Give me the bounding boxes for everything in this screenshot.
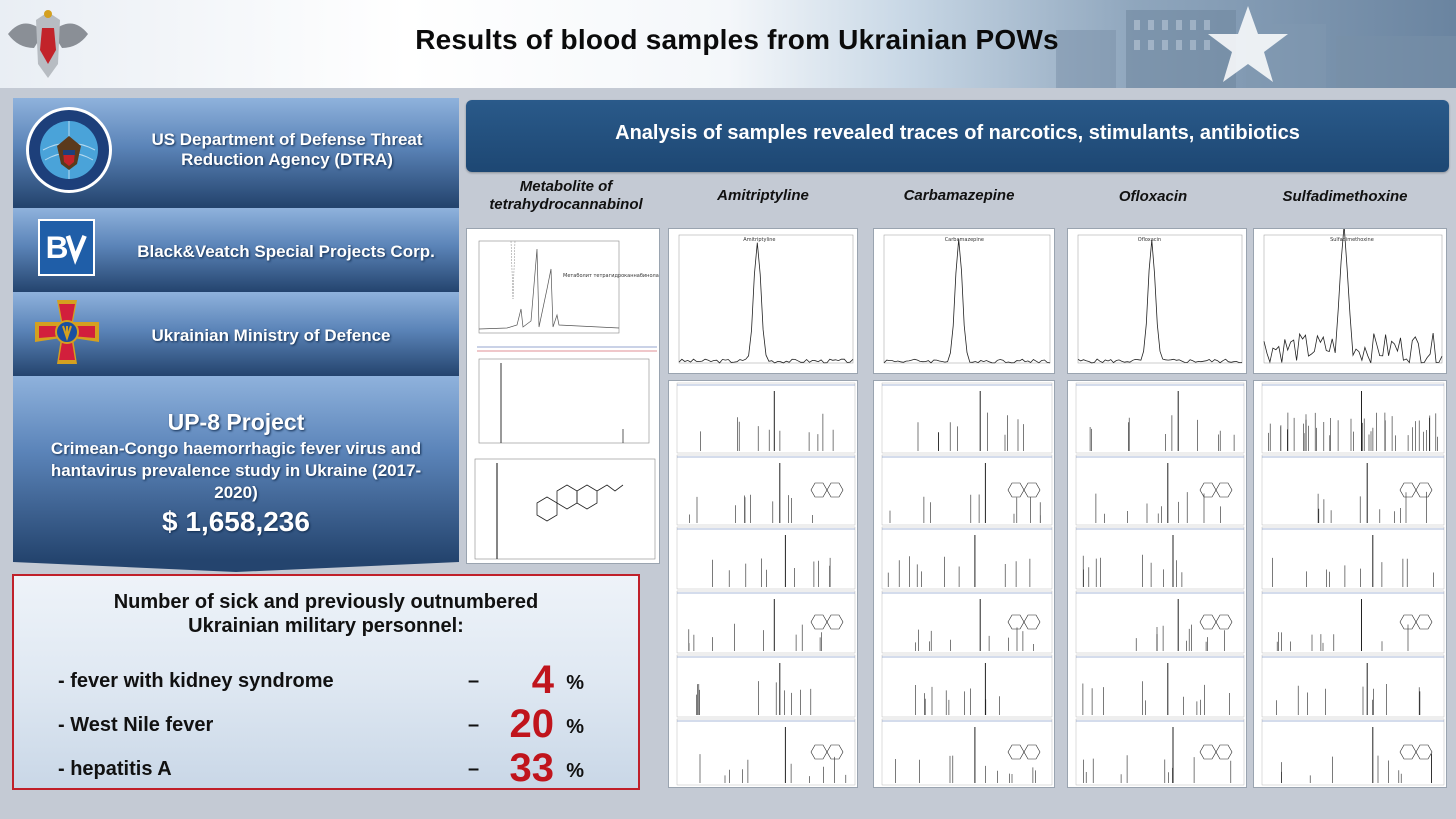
statistic-unit: % [566, 672, 584, 694]
molecule-structure-icon [1399, 744, 1433, 760]
analysis-banner-text: Analysis of samples revealed traces of n… [615, 122, 1300, 144]
statistic-value: 20 [509, 702, 555, 746]
ofloxacin-chromatogram: Ofloxacin [1067, 228, 1247, 374]
ukraine-mod-band: Ukrainian Ministry of Defence [13, 292, 459, 388]
statistics-heading-line2: Ukrainian military personnel: [188, 615, 464, 637]
molecule-structure-icon [1199, 614, 1233, 630]
molecule-structure-icon [1399, 614, 1433, 630]
statistics-heading: Number of sick and previously outnumbere… [14, 590, 638, 638]
chromatogram-peak-label: Amitriptyline [743, 237, 775, 243]
molecule-structure-icon [1007, 614, 1041, 630]
molecule-structure-icon [1399, 482, 1433, 498]
sulfadimethoxine-chromatogram: Sulfadimethoxine [1253, 228, 1447, 374]
analysis-banner: Analysis of samples revealed traces of n… [466, 100, 1449, 172]
bv-name: Black&Veatch Special Projects Corp. [137, 242, 435, 261]
ministry-eagle-emblem-icon [8, 10, 88, 78]
sulfadimethoxine-chromatogram-graphic: Sulfadimethoxine [1263, 229, 1443, 364]
thc-metabolite-spectrum-image: Метаболит тетрагидроканнабинола [466, 228, 660, 564]
carbamazepine-chromatogram-graphic: Carbamazepine [883, 234, 1051, 364]
statistic-label: - hepatitis A [58, 758, 172, 780]
statistic-dash: – [468, 670, 480, 692]
chromatogram-trace [1077, 239, 1243, 364]
statistic-label: - fever with kidney syndrome [58, 670, 334, 692]
svg-text:B: B [46, 229, 69, 265]
ua-mod-name: Ukrainian Ministry of Defence [151, 326, 391, 345]
project-amount: $ 1,658,236 [162, 506, 310, 537]
statistic-unit: % [566, 716, 584, 738]
carbamazepine-mass-spectra-graphic [881, 382, 1053, 786]
building-background-image [1056, 10, 1456, 88]
chromatogram-trace [1263, 229, 1443, 364]
carbamazepine-mass-spectra [873, 380, 1055, 788]
sulfadimethoxine-mass-spectra-graphic [1261, 382, 1445, 786]
amitriptyline-chromatogram: Amitriptyline [668, 228, 858, 374]
ofloxacin-mass-spectra [1067, 380, 1247, 788]
star-emblem-icon [1208, 6, 1288, 82]
statistic-row: - fever with kidney syndrome – 4 % [58, 658, 598, 702]
column-title-thc-metabolite: Metabolite of tetrahydrocannabinol [489, 178, 643, 213]
dtra-name: US Department of Defense Threat Reductio… [151, 130, 423, 169]
chromatogram-peak-label: Sulfadimethoxine [1330, 237, 1374, 243]
project-description: Crimean-Congo haemorrhagic fever virus a… [50, 439, 422, 502]
statistic-row: - hepatitis A – 33 % [58, 746, 598, 790]
dtra-band: US Department of Defense Threat Reductio… [13, 98, 459, 218]
column-title-sulfadimethoxine: Sulfadimethoxine [1282, 188, 1408, 205]
thc-metabolite-spectrum-graphic: Метаболит тетрагидроканнабинола [474, 240, 659, 560]
black-veatch-band: B Black&Veatch Special Projects Corp. [13, 208, 459, 304]
page-title: Results of blood samples from Ukrainian … [415, 24, 1059, 55]
molecule-structure-icon [810, 482, 844, 498]
statistic-label: - West Nile fever [58, 714, 214, 736]
column-title-amitriptyline: Amitriptyline [717, 187, 809, 204]
statistic-dash: – [468, 714, 480, 736]
molecule-structure-icon [810, 614, 844, 630]
statistic-value: 33 [509, 746, 555, 790]
header-banner: Results of blood samples from Ukrainian … [0, 0, 1456, 88]
ukraine-mod-cross-icon [35, 300, 99, 364]
band-arrow [13, 560, 459, 572]
ofloxacin-chromatogram-graphic: Ofloxacin [1077, 234, 1243, 364]
chromatogram-peak-label: Carbamazepine [945, 237, 984, 243]
column-title-carbamazepine: Carbamazepine [903, 187, 1015, 204]
project-band: UP-8 Project Crimean-Congo haemorrhagic … [13, 376, 459, 572]
statistics-heading-line1: Number of sick and previously outnumbere… [113, 591, 539, 613]
statistic-dash: – [468, 758, 480, 780]
statistic-unit: % [566, 760, 584, 782]
statistic-row: - West Nile fever – 20 % [58, 702, 598, 746]
dtra-seal-icon [26, 107, 112, 193]
molecule-structure-icon [1007, 482, 1041, 498]
molecule-structure-icon [1199, 744, 1233, 760]
statistics-box: Number of sick and previously outnumbere… [12, 574, 640, 790]
molecule-structure-icon [810, 744, 844, 760]
amitriptyline-mass-spectra-graphic [676, 382, 856, 786]
project-name: UP-8 Project [167, 409, 305, 435]
chromatogram-peak-label: Ofloxacin [1138, 237, 1161, 243]
bv-logo-icon: B [38, 219, 95, 276]
chromatogram-trace [883, 239, 1051, 364]
thc-peak-label: Метаболит тетрагидроканнабинола [563, 273, 659, 279]
amitriptyline-mass-spectra [668, 380, 858, 788]
amitriptyline-chromatogram-graphic: Amitriptyline [678, 234, 854, 364]
carbamazepine-chromatogram: Carbamazepine [873, 228, 1055, 374]
molecule-structure-icon [1007, 744, 1041, 760]
molecule-structure-icon [1199, 482, 1233, 498]
sulfadimethoxine-mass-spectra [1253, 380, 1447, 788]
chromatogram-trace [678, 242, 854, 364]
statistic-value: 4 [531, 658, 554, 702]
column-title-ofloxacin: Ofloxacin [1118, 188, 1188, 205]
ofloxacin-mass-spectra-graphic [1075, 382, 1245, 786]
